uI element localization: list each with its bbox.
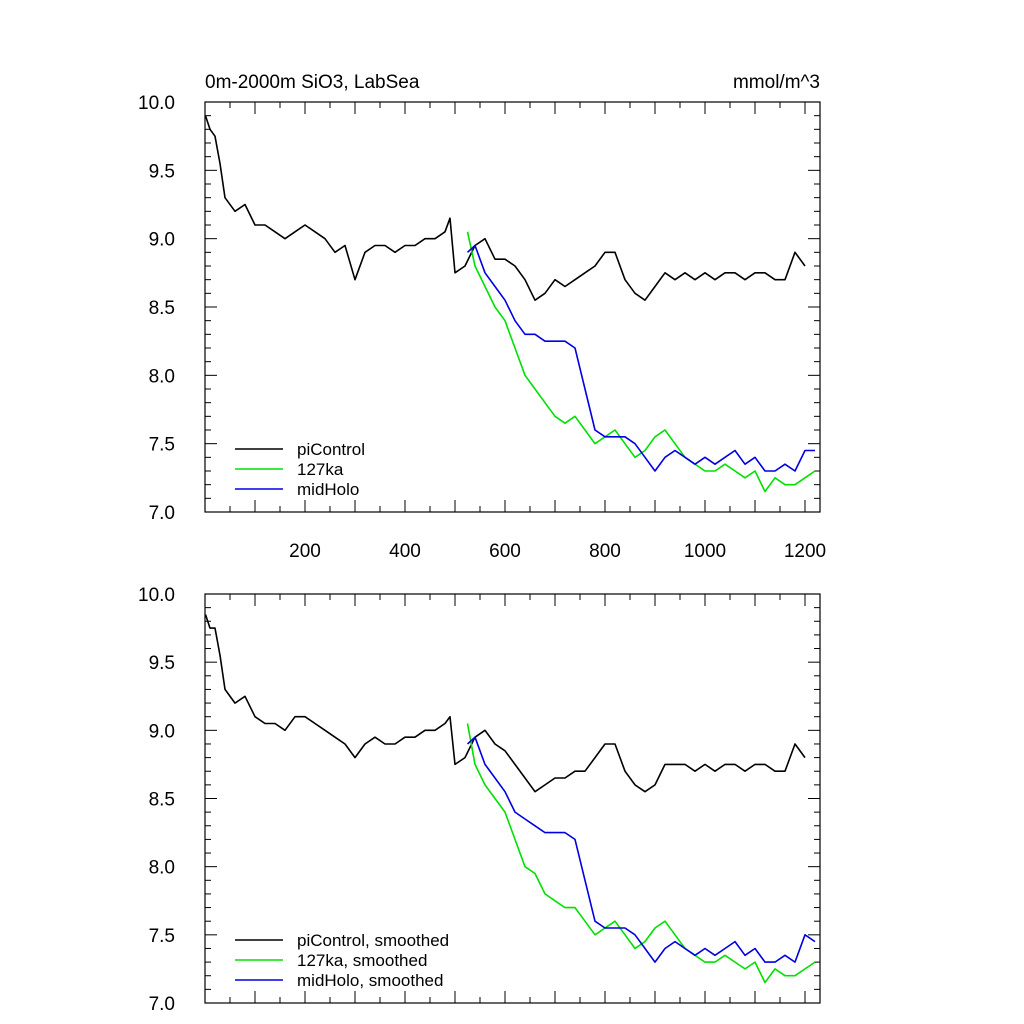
y-tick-label: 7.5 bbox=[149, 435, 175, 456]
legend-label-picontrol: piControl bbox=[297, 440, 365, 459]
y-tick-label: 8.0 bbox=[149, 366, 175, 387]
y-tick-label: 8.0 bbox=[149, 858, 175, 879]
x-tick-label: 800 bbox=[589, 541, 621, 562]
series-line-127ka bbox=[466, 231, 816, 493]
series-line-127ka-smoothed bbox=[466, 723, 816, 984]
legend-label-midholo: midHolo bbox=[297, 480, 359, 499]
series-line-picontrol-smoothed bbox=[205, 614, 806, 793]
y-tick-label: 9.0 bbox=[149, 230, 175, 251]
y-tick-label: 10.0 bbox=[138, 93, 175, 114]
legend-label-picontrol-smoothed: piControl, smoothed bbox=[297, 931, 449, 950]
y-tick-label: 8.5 bbox=[149, 790, 175, 811]
y-tick-label: 9.5 bbox=[149, 653, 175, 674]
chart-title: 0m-2000m SiO3, LabSea bbox=[205, 72, 420, 93]
y-tick-label: 9.0 bbox=[149, 721, 175, 742]
y-tick-label: 7.0 bbox=[149, 994, 175, 1015]
x-tick-label: 400 bbox=[389, 541, 421, 562]
y-tick-label: 10.0 bbox=[138, 585, 175, 606]
chart-panel-2 bbox=[204, 593, 821, 1004]
series-line-midholo bbox=[466, 244, 815, 472]
y-tick-label: 7.0 bbox=[149, 503, 175, 524]
y-tick-label: 7.5 bbox=[149, 926, 175, 947]
x-tick-label: 1000 bbox=[684, 541, 726, 562]
legend-label-127ka: 127ka bbox=[297, 460, 344, 479]
y-tick-label: 9.5 bbox=[149, 161, 175, 182]
legend-label-127ka-smoothed: 127ka, smoothed bbox=[297, 951, 427, 970]
series-line-midholo-smoothed bbox=[466, 736, 816, 963]
chart-panel-1 bbox=[204, 101, 821, 513]
x-tick-label: 600 bbox=[489, 541, 521, 562]
y-tick-label: 8.5 bbox=[149, 298, 175, 319]
x-tick-label: 1200 bbox=[784, 541, 826, 562]
chart-units: mmol/m^3 bbox=[733, 72, 820, 93]
legend-label-midholo-smoothed: midHolo, smoothed bbox=[297, 971, 443, 990]
series-line-picontrol bbox=[205, 115, 806, 302]
x-tick-label: 200 bbox=[289, 541, 321, 562]
